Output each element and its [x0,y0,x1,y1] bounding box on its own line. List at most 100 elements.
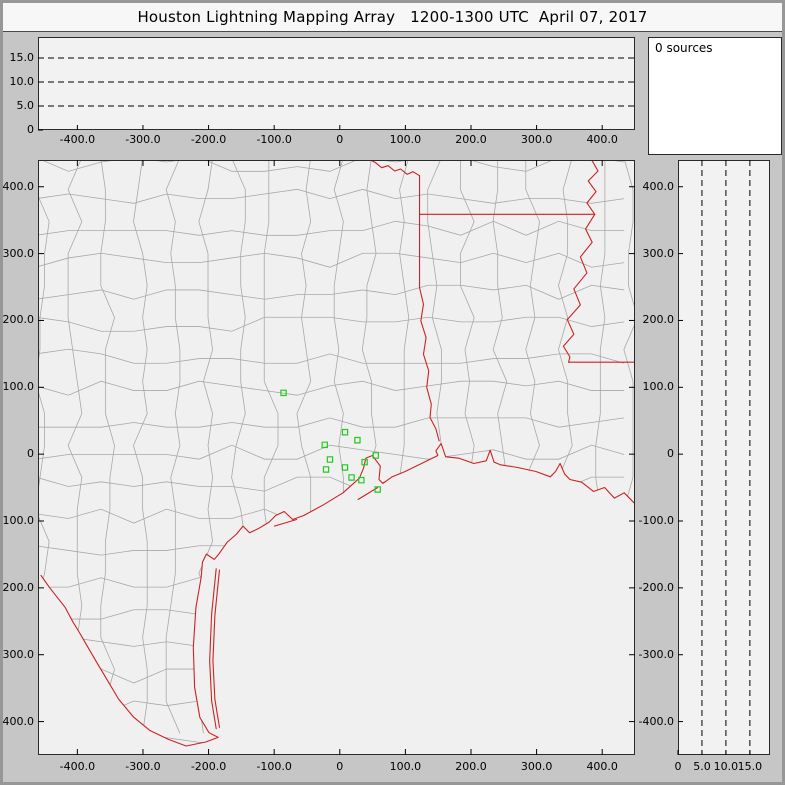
right-panel-x-tick-label: 5.0 [693,760,711,773]
lma-station-marker [373,453,378,458]
county-boundary-line [39,669,624,683]
lma-station-marker [342,465,347,470]
right-panel-y-tick-label: -400.0 [638,714,674,728]
lma-station-marker [359,477,364,482]
map-x-tick-label: 300.0 [520,760,553,773]
map-y-tick-label: -400.0 [0,714,34,728]
county-boundary-line [264,161,278,733]
county-boundary-line [558,161,572,733]
lma-station-marker [355,438,360,443]
county-boundary-line [39,418,624,427]
right-panel-x-tick-label: 10.0 [713,760,739,773]
altitude-north-south-panel[interactable] [678,160,770,755]
county-boundary-line [39,509,624,523]
top-panel-y-tick-label: 15.0 [9,51,35,64]
gulf-coastline-and-rio-grande [41,444,634,746]
top-panel-x-tick-label: -200.0 [190,133,227,146]
red-river-border [370,161,420,176]
sources-count-box: 0 sources [648,37,782,155]
map-x-tick-label: 400.0 [586,760,618,773]
county-boundary-line [39,477,624,491]
map-y-tick-label: -300.0 [0,647,34,661]
lma-station-marker [349,475,354,480]
sources-count-label: 0 sources [655,41,713,55]
county-boundary-line [39,285,624,299]
map-x-tick-label: 200.0 [455,760,487,773]
county-boundaries-layer [39,161,634,747]
top-panel-x-tick-label: 300.0 [520,133,553,146]
right-panel-y-tick-label: 300.0 [642,246,675,260]
top-panel-y-tick-label: 0 [27,123,34,136]
county-boundary-line [166,161,180,733]
plan-view-map-panel[interactable] [38,160,635,755]
map-x-tick-label: -400.0 [59,760,96,773]
county-boundary-line [297,161,311,733]
top-panel-y-tick-label: 5.0 [16,99,35,112]
map-x-tick-label: -200.0 [190,760,227,773]
lma-station-marker [362,459,367,464]
county-boundary-line [362,161,376,733]
county-boundary-line [39,701,624,715]
map-x-tick-label: -300.0 [125,760,161,773]
right-panel-x-tick-label: 15.0 [737,760,763,773]
map-y-tick-label: 200.0 [2,313,34,327]
map-x-tick-label: 100.0 [389,760,422,773]
galveston-island [358,487,378,499]
map-y-tick-label: -200.0 [0,580,34,594]
county-boundary-line [395,161,409,733]
county-boundary-line [39,541,624,555]
right-panel-y-tick-label: 400.0 [642,179,675,193]
lma-station-marker [342,430,347,435]
lma-station-marker [375,487,380,492]
county-boundary-line [101,161,115,733]
lma-station-marker [322,442,327,447]
map-y-tick-label: 400.0 [2,179,34,193]
right-panel-y-tick-label: -100.0 [638,514,674,527]
map-y-tick-label: 0 [27,447,34,461]
county-boundary-line [68,161,82,733]
right-panel-y-tick-label: -300.0 [638,647,674,661]
county-boundary-line [493,161,507,733]
window-title: Houston Lightning Mapping Array 1200-130… [137,8,648,26]
top-panel-x-tick-label: 400.0 [586,133,618,146]
top-panel-y-tick-label: 10.0 [9,75,35,88]
texas-louisiana-map [39,161,634,754]
county-boundary-line [133,161,147,733]
lma-station-marker [281,390,286,395]
top-panel-x-tick-label: -400.0 [59,133,96,146]
top-panel-x-tick-label: -300.0 [125,133,161,146]
county-boundary-line [526,161,540,733]
county-boundary-line [460,161,474,733]
county-boundary-line [39,637,624,651]
top-panel-x-tick-label: 200.0 [455,133,487,146]
county-boundary-line [39,573,624,587]
county-boundary-line [39,161,624,171]
padre-island [210,569,220,729]
county-boundary-line [39,381,624,395]
map-y-tick-label: -100.0 [0,514,34,527]
sabine-river-border [420,288,440,441]
map-y-tick-label: 300.0 [2,246,34,260]
lma-station-marker [323,467,328,472]
county-boundary-line [39,161,49,733]
right-panel-y-tick-label: 100.0 [642,380,675,394]
map-x-tick-label: -100.0 [256,760,292,773]
mississippi-river-border [563,161,598,362]
county-boundary-line [39,733,624,747]
lma-stations-layer [281,390,380,492]
map-y-tick-label: 100.0 [2,380,34,394]
top-panel-x-tick-label: -100.0 [256,133,292,146]
map-x-tick-label: 0 [336,760,344,773]
top-panel-x-tick-label: 100.0 [389,133,422,146]
title-bar: Houston Lightning Mapping Array 1200-130… [3,3,782,32]
county-boundary-line [39,317,624,331]
county-boundary-line [428,161,442,733]
county-boundary-line [39,445,624,459]
county-boundary-line [39,605,624,619]
county-boundary-line [39,253,624,267]
county-boundary-line [232,161,246,733]
altitude-east-west-panel[interactable] [38,37,635,130]
county-boundary-line [39,349,624,363]
matagorda-peninsula [274,519,296,526]
